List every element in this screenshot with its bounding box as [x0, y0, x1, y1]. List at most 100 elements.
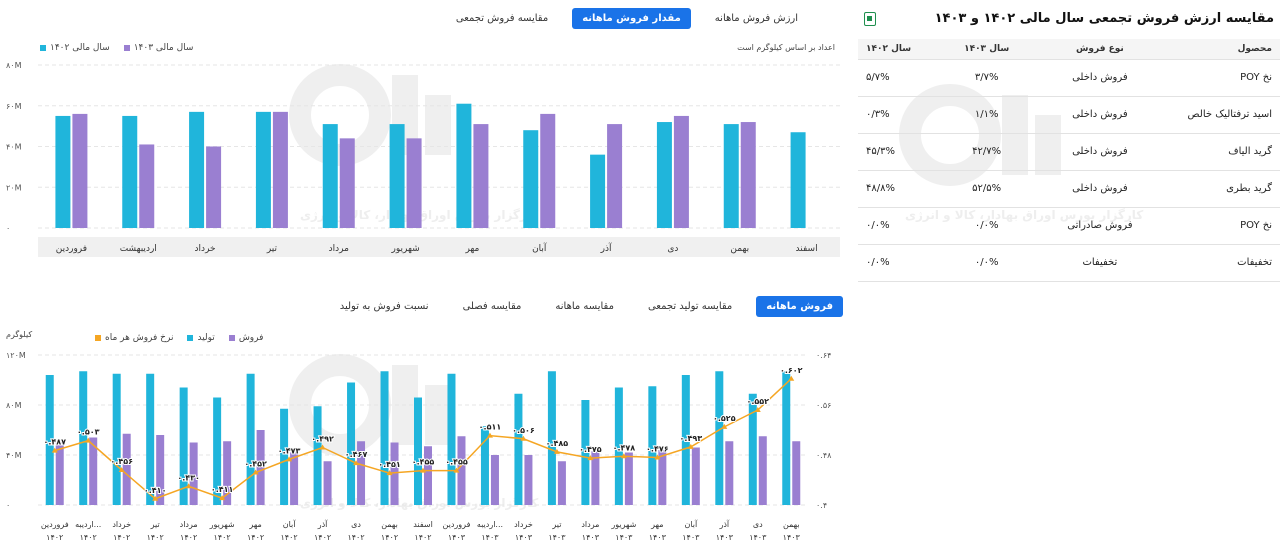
top-tabs: ارزش فروش ماهانه مقدار فروش ماهانه مقایس…	[446, 8, 808, 29]
rate-label: ۰.۴۵۵	[412, 458, 435, 467]
x-tick-label: اسفند	[413, 520, 433, 529]
rate-label: ۰.۴۵۱	[378, 460, 401, 469]
x-tick-label: شهریور	[610, 520, 636, 529]
legend-item-1403[interactable]: سال مالی ۱۴۰۳	[123, 43, 193, 53]
bar-sales	[725, 441, 734, 505]
legend-label: سال مالی ۱۴۰۲	[50, 43, 110, 53]
cell-1402: ۰/۰%	[858, 244, 941, 282]
table-header-row: محصول نوع فروش سال ۱۴۰۳ سال ۱۴۰۲	[858, 39, 1280, 60]
cell-1402: ۰/۰%	[858, 207, 941, 245]
x-tick-year: ۱۴۰۳	[582, 533, 600, 542]
x-tick-year: ۱۴۰۲	[381, 533, 398, 542]
tab-cumulative-production[interactable]: مقایسه تولید تجمعی	[647, 301, 733, 312]
x-tick-label: اردیبه...	[75, 520, 101, 529]
tab-sales-to-production[interactable]: نسبت فروش به تولید	[339, 301, 429, 312]
bar-production	[246, 373, 255, 505]
bar-production	[614, 387, 623, 505]
bar-production	[179, 387, 188, 505]
bar-sales	[624, 452, 633, 505]
excel-export-icon[interactable]	[864, 12, 876, 26]
legend-item-production[interactable]: تولید	[187, 333, 215, 343]
y2-tick-label: ۰.۵۶	[816, 401, 831, 410]
bar-1403	[607, 124, 623, 228]
bar-sales	[156, 435, 165, 505]
bar-1403	[139, 144, 155, 228]
tab-monthly-sales-quantity[interactable]: مقدار فروش ماهانه	[572, 8, 691, 29]
cumulative-value-table: محصول نوع فروش سال ۱۴۰۳ سال ۱۴۰۲ نخ POY …	[858, 39, 1280, 282]
legend-label: فروش	[238, 333, 264, 343]
bar-sales	[424, 446, 432, 505]
bar-production	[480, 426, 489, 505]
tab-monthly-sales-value[interactable]: ارزش فروش ماهانه	[714, 13, 798, 24]
tab-cumulative-sales-comparison[interactable]: مقایسه فروش تجمعی	[455, 13, 549, 24]
tab-monthly-comparison[interactable]: مقایسه ماهانه	[555, 301, 614, 312]
rate-point	[152, 495, 159, 501]
x-tick-year: ۱۴۰۳	[649, 533, 667, 542]
monthly-quantity-chart: ۰ ۲۰M ۴۰M ۶۰M ۸۰M فروردین اردیبهشت خرداد تیر مردا…	[6, 61, 840, 257]
tab-monthly-sales[interactable]: فروش ماهانه	[756, 296, 843, 317]
x-tick-year: ۱۴۰۲	[280, 533, 297, 542]
rate-point	[587, 455, 594, 461]
y-tick-label: ۱۲۰M	[6, 351, 26, 360]
cell-product: گرید بطری	[1166, 170, 1280, 208]
rate-label: ۰.۴۷۸	[613, 443, 636, 452]
bar-1402	[255, 111, 271, 228]
tab-seasonal-comparison[interactable]: مقایسه فصلی	[462, 301, 522, 312]
x-tick-year: ۱۴۰۲	[80, 533, 97, 542]
legend-item-rate[interactable]: نرخ فروش هر ماه	[95, 333, 173, 343]
x-tick-year: ۱۴۰۲	[46, 533, 63, 542]
x-tick-year: ۱۴۰۲	[214, 533, 231, 542]
bar-1402	[55, 115, 71, 228]
legend-item-sales[interactable]: فروش	[228, 333, 264, 343]
header-1403: سال ۱۴۰۳	[940, 39, 1033, 60]
cell-product: اسید ترفتالیک خالص	[1166, 96, 1280, 134]
table-row: تخفیفات تخفیفات ۰/۰% ۰/۰%	[858, 244, 1280, 282]
rate-point	[721, 423, 728, 429]
cell-1402: ۴۸/۸%	[858, 170, 941, 208]
x-tick-label: آبان	[532, 242, 547, 254]
legend-swatch	[95, 335, 101, 341]
bar-sales	[189, 442, 198, 505]
bar-production	[715, 371, 724, 505]
x-tick-year: ۱۴۰۲	[247, 533, 264, 542]
header-sale-type: نوع فروش	[1032, 39, 1167, 60]
legend-swatch	[123, 45, 130, 51]
rate-point	[85, 437, 92, 443]
bar-1403	[740, 122, 756, 228]
bar-1402	[523, 130, 539, 228]
bottom-chart-legend: نرخ فروش هر ماه تولید فروش	[95, 333, 263, 343]
bar-sales	[591, 451, 600, 505]
cell-product: تخفیفات	[1166, 244, 1280, 282]
cell-sale-type: فروش داخلی	[1032, 59, 1167, 97]
x-tick-year: ۱۴۰۳	[615, 533, 633, 542]
rate-point	[420, 467, 426, 473]
bar-production	[547, 371, 556, 505]
bar-production	[648, 386, 657, 505]
bar-sales	[758, 436, 767, 505]
rate-label: ۰.۴۸۵	[546, 439, 569, 448]
y-tick-label: ۰	[6, 501, 10, 510]
header-product: محصول	[1166, 39, 1280, 60]
x-tick-label: بهمن	[381, 520, 398, 529]
x-tick-label: خرداد	[514, 520, 533, 529]
bar-production	[414, 397, 422, 505]
bar-1402	[389, 124, 405, 228]
rate-label: ۰.۴۳۰	[177, 473, 200, 482]
bar-sales	[390, 442, 399, 505]
bar-sales	[323, 461, 332, 505]
rate-point	[185, 483, 192, 489]
rate-point	[353, 460, 360, 466]
rate-label: ۰.۶۰۲	[780, 366, 803, 375]
y-tick-label: ۸۰M	[6, 401, 22, 410]
legend-item-1402[interactable]: سال مالی ۱۴۰۲	[40, 43, 110, 53]
rate-point	[386, 470, 393, 476]
cell-sale-type: تخفیفات	[1032, 244, 1167, 282]
rate-label: ۰.۴۶۷	[345, 450, 368, 459]
x-tick-label: فروردین	[443, 520, 471, 529]
y2-tick-label: ۰.۴	[816, 501, 827, 510]
bar-production	[313, 406, 322, 505]
x-tick-year: ۱۴۰۳	[749, 533, 767, 542]
x-tick-year: ۱۴۰۳	[548, 533, 566, 542]
x-tick-label: اسفند	[796, 244, 818, 254]
cell-product: گرید الیاف	[1166, 133, 1280, 171]
